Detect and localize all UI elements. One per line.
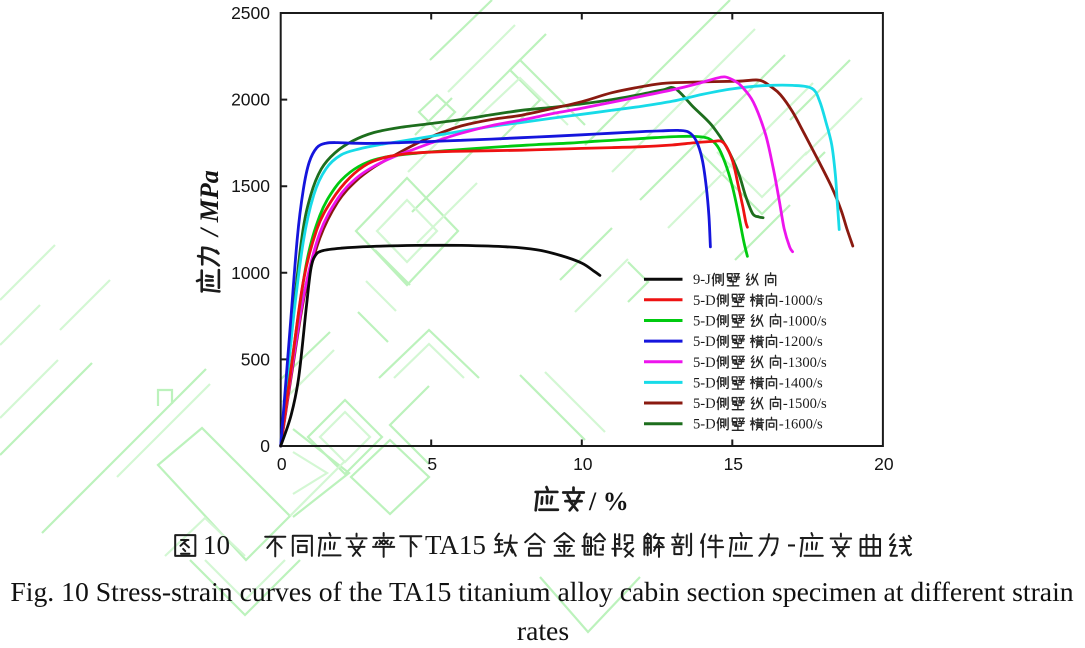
- svg-text:0: 0: [277, 454, 287, 474]
- svg-text:-1000/s: -1000/s: [783, 314, 827, 330]
- svg-text:-1000/s: -1000/s: [779, 293, 823, 309]
- svg-text:5-D: 5-D: [693, 355, 716, 371]
- svg-text:-: -: [787, 528, 796, 558]
- svg-text:5-D: 5-D: [693, 314, 716, 330]
- svg-text:20: 20: [874, 454, 894, 474]
- svg-text:TA15: TA15: [425, 530, 486, 560]
- svg-text:5-D: 5-D: [693, 396, 716, 412]
- svg-text:5-D: 5-D: [693, 293, 716, 309]
- svg-text:/ %: / %: [588, 487, 629, 516]
- svg-text:-1200/s: -1200/s: [779, 334, 823, 350]
- svg-text:5-D: 5-D: [693, 417, 716, 433]
- svg-text:/ MPa: / MPa: [195, 170, 224, 238]
- svg-text:1000: 1000: [231, 263, 270, 283]
- svg-text:15: 15: [724, 454, 743, 474]
- svg-text:9-J: 9-J: [693, 272, 711, 288]
- svg-text:-1400/s: -1400/s: [779, 375, 823, 391]
- svg-text:5-D: 5-D: [693, 375, 716, 391]
- svg-text:5-D: 5-D: [693, 334, 716, 350]
- svg-text:2000: 2000: [231, 90, 270, 110]
- svg-text:Fig. 10 Stress-strain curves o: Fig. 10 Stress-strain curves of the TA15…: [10, 576, 1073, 607]
- svg-text:0: 0: [260, 436, 270, 456]
- svg-text:10: 10: [573, 454, 593, 474]
- svg-text:-1500/s: -1500/s: [783, 396, 827, 412]
- svg-text:10: 10: [203, 530, 230, 560]
- svg-text:-1300/s: -1300/s: [783, 355, 827, 371]
- svg-text:2500: 2500: [231, 3, 270, 23]
- svg-text:1500: 1500: [231, 176, 270, 196]
- svg-text:500: 500: [241, 349, 270, 369]
- svg-text:rates: rates: [517, 615, 569, 646]
- svg-text:-1600/s: -1600/s: [779, 417, 823, 433]
- svg-text:5: 5: [427, 454, 437, 474]
